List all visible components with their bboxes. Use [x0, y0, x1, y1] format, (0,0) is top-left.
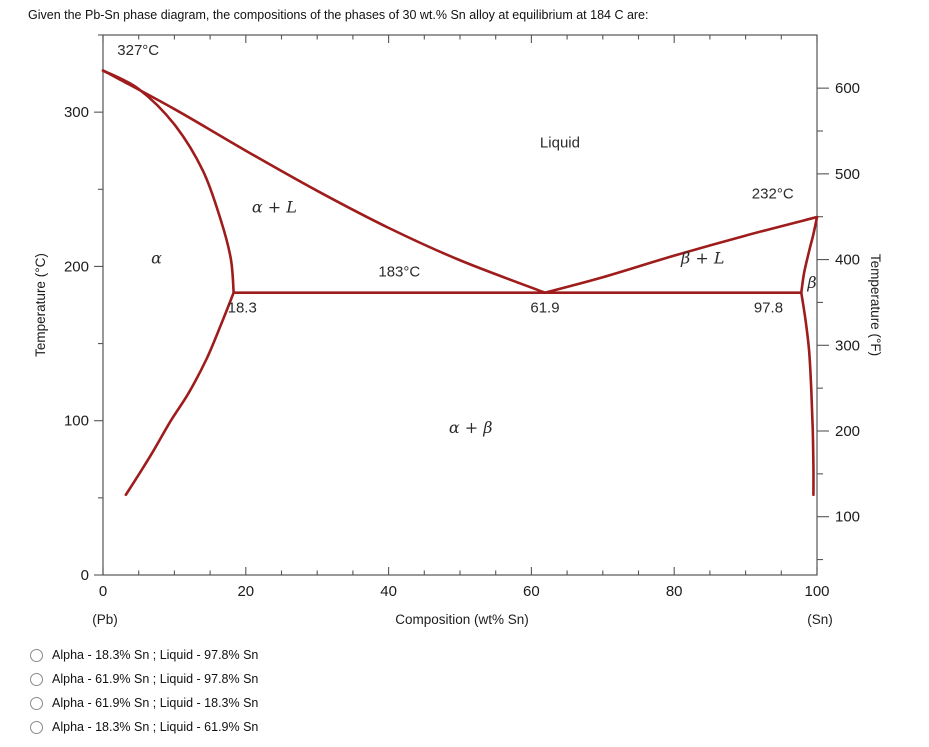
chart-annotation: α — [151, 248, 162, 267]
phase-diagram: Temperature (°C) Temperature (°F) Compos… — [33, 34, 883, 627]
chart-annotation: 97.8 — [754, 300, 783, 317]
x-tick-label: 0 — [99, 583, 107, 600]
y-tick-label-fahrenheit: 300 — [835, 337, 860, 354]
x-axis-sn-label: (Sn) — [807, 612, 833, 627]
chart-annotation: β — [806, 273, 816, 292]
radio-button[interactable] — [30, 697, 43, 710]
option-label: Alpha - 61.9% Sn ; Liquid - 18.3% Sn — [52, 696, 259, 710]
chart-annotation: Liquid — [540, 135, 580, 152]
radio-button[interactable] — [30, 721, 43, 734]
y-tick-label-fahrenheit: 500 — [835, 166, 860, 183]
chart-annotation: 183°C — [378, 263, 420, 280]
phase-diagram-svg: Temperature (°C) Temperature (°F) Compos… — [33, 34, 883, 627]
y-tick-label-fahrenheit: 100 — [835, 509, 860, 526]
option-label: Alpha - 18.3% Sn ; Liquid - 61.9% Sn — [52, 720, 259, 734]
phase-boundary-solvus-right — [799, 291, 815, 497]
x-tick-label: 60 — [523, 583, 540, 600]
x-tick-label: 40 — [380, 583, 397, 600]
answer-options: Alpha - 18.3% Sn ; Liquid - 97.8% Sn Alp… — [30, 648, 258, 735]
option-label: Alpha - 18.3% Sn ; Liquid - 97.8% Sn — [52, 648, 259, 662]
answer-option-2[interactable]: Alpha - 61.9% Sn ; Liquid - 97.8% Sn — [30, 672, 258, 687]
y-axis-label-fahrenheit: Temperature (°F) — [868, 254, 883, 356]
x-tick-label: 100 — [804, 583, 829, 600]
question-text: Given the Pb-Sn phase diagram, the compo… — [28, 8, 649, 22]
y-tick-label-fahrenheit: 200 — [835, 423, 860, 440]
plot-frame — [102, 34, 818, 576]
phase-boundary-liquidus-right — [543, 215, 819, 294]
option-label: Alpha - 61.9% Sn ; Liquid - 97.8% Sn — [52, 672, 259, 686]
x-tick-label: 80 — [666, 583, 683, 600]
plot-area: 0 20 40 60 80 100 0 100 200 300 100 200 300 400 500 600… — [64, 34, 860, 600]
radio-button[interactable] — [30, 673, 43, 686]
y-tick-label-fahrenheit: 600 — [835, 80, 860, 97]
x-tick-label: 20 — [237, 583, 254, 600]
phase-boundary-solvus-left — [124, 291, 235, 497]
phase-boundary-liquidus-left — [101, 69, 547, 294]
y-tick-label-celsius: 200 — [64, 258, 89, 275]
phase-boundary-solidus-left — [101, 69, 235, 294]
answer-option-4[interactable]: Alpha - 18.3% Sn ; Liquid - 61.9% Sn — [30, 720, 258, 735]
chart-annotation: α + β — [449, 418, 493, 437]
chart-annotation: 18.3 — [228, 300, 257, 317]
chart-annotation: 232°C — [752, 186, 794, 203]
answer-option-3[interactable]: Alpha - 61.9% Sn ; Liquid - 18.3% Sn — [30, 696, 258, 711]
chart-annotation: β + L — [680, 248, 724, 267]
answer-option-1[interactable]: Alpha - 18.3% Sn ; Liquid - 97.8% Sn — [30, 648, 258, 663]
chart-annotation: 327°C — [117, 42, 159, 59]
chart-annotation: 61.9 — [530, 300, 559, 317]
x-axis-pb-label: (Pb) — [92, 612, 118, 627]
y-axis-label-celsius: Temperature (°C) — [33, 253, 48, 357]
y-tick-label-celsius: 0 — [81, 567, 89, 584]
y-tick-label-fahrenheit: 400 — [835, 252, 860, 269]
chart-annotation: α + L — [252, 197, 297, 216]
phase-boundary-solidus-right — [799, 215, 819, 294]
radio-button[interactable] — [30, 649, 43, 662]
y-tick-label-celsius: 300 — [64, 104, 89, 121]
y-tick-label-celsius: 100 — [64, 413, 89, 430]
x-axis-label: Composition (wt% Sn) — [395, 612, 529, 627]
